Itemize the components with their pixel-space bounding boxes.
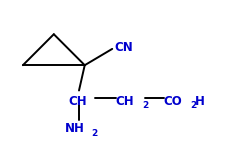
- Text: CN: CN: [114, 41, 133, 54]
- Text: CH: CH: [116, 95, 134, 108]
- Text: 2: 2: [190, 101, 196, 111]
- Text: CO: CO: [164, 95, 183, 108]
- Text: H: H: [195, 95, 204, 108]
- Text: NH: NH: [65, 122, 85, 135]
- Text: 2: 2: [142, 101, 148, 111]
- Text: 2: 2: [92, 129, 98, 138]
- Text: CH: CH: [69, 95, 87, 108]
